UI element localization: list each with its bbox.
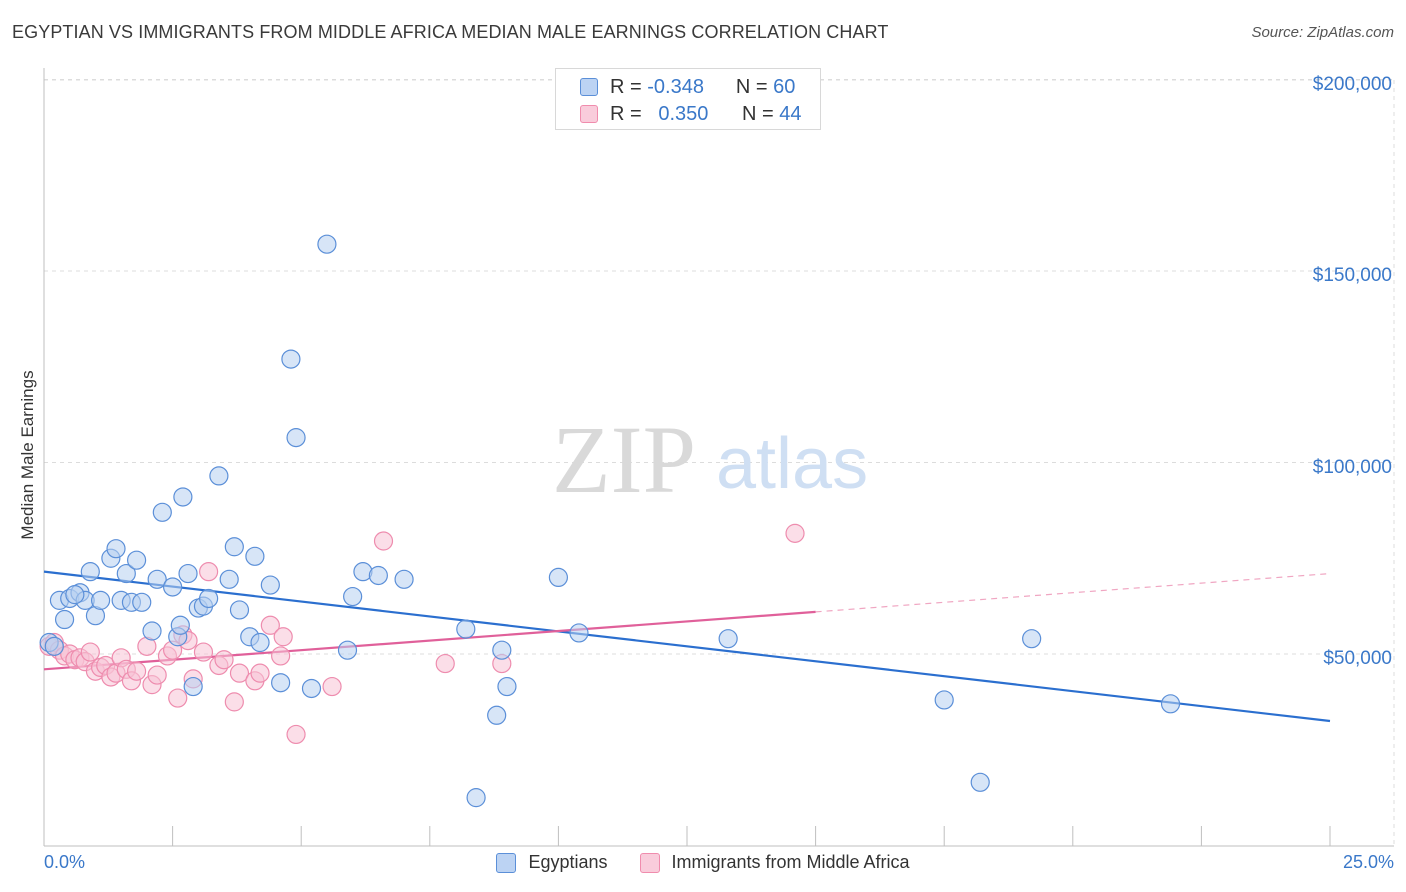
point-middle-africa	[199, 562, 219, 582]
point-middle-africa	[224, 692, 244, 712]
watermark-atlas: atlas	[716, 424, 868, 504]
point-egyptians	[90, 590, 111, 610]
point-egyptians	[260, 575, 280, 595]
point-middle-africa	[193, 642, 214, 662]
x-tick-label-min: 0.0%	[44, 852, 86, 872]
chart-title: EGYPTIAN VS IMMIGRANTS FROM MIDDLE AFRIC…	[12, 22, 889, 42]
point-egyptians	[199, 588, 219, 609]
point-egyptians	[142, 621, 162, 641]
bottom-legend-label-egyptians: Egyptians	[528, 852, 608, 872]
point-egyptians	[271, 673, 291, 693]
point-egyptians	[132, 592, 152, 612]
point-egyptians	[219, 569, 239, 589]
bottom-legend-egyptians[interactable]: Egyptians	[496, 852, 608, 873]
point-egyptians	[934, 690, 954, 710]
source-text: Source: ZipAtlas.com	[1251, 24, 1394, 41]
legend-r-label: R =	[610, 102, 642, 125]
point-egyptians	[286, 428, 306, 448]
point-middle-africa	[273, 627, 293, 647]
legend-r-value: 0.350	[658, 102, 709, 125]
point-egyptians	[394, 569, 414, 589]
point-egyptians	[250, 632, 270, 653]
legend-n-value: 60	[773, 75, 796, 98]
point-egyptians	[44, 636, 64, 656]
trend-line-egyptians	[43, 570, 1331, 723]
point-egyptians	[147, 569, 167, 589]
point-egyptians	[1160, 694, 1181, 714]
point-egyptians	[173, 487, 193, 507]
point-middle-africa	[785, 523, 805, 543]
point-egyptians	[229, 600, 250, 620]
legend-row-middle-africa: R = 0.350 N = 44	[580, 102, 802, 126]
legend-n-label: N =	[735, 75, 768, 98]
point-egyptians	[337, 640, 358, 660]
y-tick-label: $50,000	[1323, 648, 1392, 669]
x-tick-label-max: 25.0%	[1342, 852, 1394, 872]
point-egyptians	[466, 788, 486, 808]
point-egyptians	[152, 502, 172, 522]
point-egyptians	[224, 537, 244, 557]
point-egyptians	[65, 585, 85, 605]
legend-swatch-middle-africa	[580, 105, 598, 123]
point-middle-africa	[80, 642, 100, 662]
point-egyptians	[183, 676, 203, 697]
point-egyptians	[281, 349, 301, 369]
point-middle-africa	[126, 661, 147, 681]
point-egyptians	[718, 629, 738, 649]
y-axis-label: Median Male Earnings	[18, 370, 37, 540]
point-egyptians	[80, 562, 100, 582]
bottom-legend: Egyptians Immigrants from Middle Africa	[0, 852, 1406, 873]
point-middle-africa	[260, 615, 280, 635]
bottom-legend-middle-africa[interactable]: Immigrants from Middle Africa	[639, 852, 910, 873]
point-middle-africa	[214, 650, 234, 670]
point-egyptians	[1022, 629, 1042, 649]
point-egyptians	[456, 619, 476, 639]
point-egyptians	[569, 623, 589, 643]
point-egyptians	[368, 565, 388, 586]
point-egyptians	[209, 466, 229, 486]
point-middle-africa	[229, 663, 250, 683]
y-tick-label: $200,000	[1312, 73, 1392, 95]
point-egyptians	[170, 615, 190, 635]
point-egyptians	[970, 772, 990, 792]
legend-r-label: R =	[610, 75, 642, 98]
point-middle-africa	[322, 676, 342, 697]
point-egyptians	[492, 640, 512, 660]
point-egyptians	[301, 678, 322, 699]
point-middle-africa	[435, 653, 455, 674]
point-egyptians	[548, 567, 569, 588]
point-egyptians	[497, 676, 517, 697]
legend-n-value: 44	[779, 102, 802, 125]
correlation-legend: R = -0.348 N = 60 R = 0.350 N = 44	[555, 68, 821, 130]
legend-swatch-egyptians	[580, 78, 598, 96]
y-tick-label: $100,000	[1312, 456, 1392, 478]
legend-n-label: N =	[742, 102, 774, 125]
point-egyptians	[343, 586, 363, 607]
watermark-zip: ZIP	[552, 406, 696, 513]
point-egyptians	[245, 546, 265, 566]
point-egyptians	[54, 609, 75, 630]
point-middle-africa	[250, 663, 270, 683]
point-middle-africa	[147, 665, 167, 685]
point-egyptians	[163, 577, 183, 597]
point-egyptians	[126, 550, 147, 570]
point-egyptians	[106, 539, 126, 559]
trend-line-middle-africa-extrapolated	[815, 572, 1331, 613]
point-middle-africa	[286, 724, 306, 745]
point-egyptians	[317, 234, 337, 254]
bottom-legend-swatch-egyptians	[496, 852, 517, 873]
point-middle-africa	[271, 646, 291, 666]
legend-r-value: -0.348	[647, 75, 704, 98]
point-egyptians	[178, 563, 198, 584]
point-egyptians	[116, 563, 136, 584]
point-egyptians	[487, 705, 507, 725]
y-tick-label: $150,000	[1312, 265, 1392, 286]
point-middle-africa	[168, 688, 188, 708]
legend-row-egyptians: R = -0.348 N = 60	[580, 75, 795, 99]
bottom-legend-swatch-middle-africa	[639, 852, 660, 873]
bottom-legend-label-middle-africa: Immigrants from Middle Africa	[671, 852, 910, 872]
point-middle-africa	[373, 531, 394, 551]
